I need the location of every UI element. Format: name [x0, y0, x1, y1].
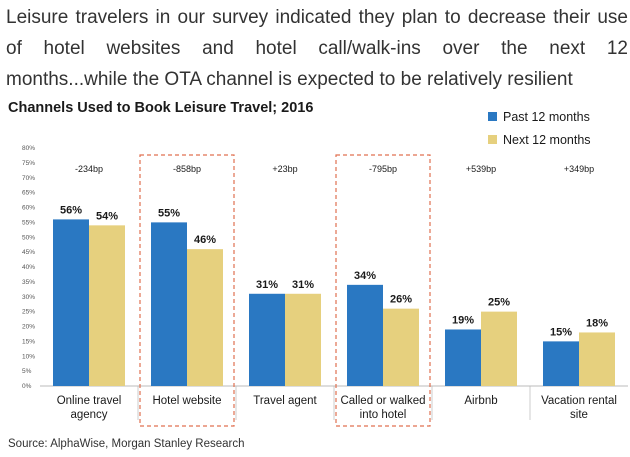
y-tick-label: 75% — [22, 160, 35, 167]
category-label: Airbnb — [464, 395, 497, 407]
bar-next — [187, 249, 223, 386]
change-label: -858bp — [173, 164, 201, 174]
category-label: Online travel — [57, 395, 122, 407]
category-label: Travel agent — [253, 395, 317, 407]
y-tick-label: 70% — [22, 175, 35, 182]
bar-past — [543, 341, 579, 386]
y-tick-label: 5% — [22, 368, 32, 375]
y-tick-label: 30% — [22, 294, 35, 301]
y-tick-label: 35% — [22, 279, 35, 286]
change-label: +539bp — [466, 164, 496, 174]
bar-next — [481, 311, 517, 386]
category-label: agency — [70, 409, 107, 421]
y-tick-label: 45% — [22, 249, 35, 256]
category-label: Hotel website — [152, 395, 221, 407]
bar-past — [249, 293, 285, 386]
legend-label-past: Past 12 months — [503, 109, 590, 124]
y-tick-label: 10% — [22, 353, 35, 360]
legend-label-next: Next 12 months — [503, 132, 591, 147]
y-tick-label: 25% — [22, 309, 35, 316]
value-label: 56% — [60, 204, 82, 216]
bar-past — [151, 222, 187, 386]
value-label: 55% — [158, 207, 180, 219]
y-tick-label: 50% — [22, 234, 35, 241]
bar-past — [53, 219, 89, 386]
value-label: 31% — [256, 279, 278, 291]
y-tick-label: 80% — [22, 145, 35, 152]
value-label: 54% — [96, 210, 118, 222]
change-label: +23bp — [272, 164, 297, 174]
category-label: Called or walked — [340, 395, 425, 407]
bar-past — [445, 329, 481, 386]
category-label: site — [570, 409, 588, 421]
change-label: -795bp — [369, 164, 397, 174]
headline-line-2: of hotel websites and hotel call/walk-in… — [6, 38, 628, 59]
value-label: 34% — [354, 270, 376, 282]
category-label: Vacation rental — [541, 395, 617, 407]
value-label: 19% — [452, 314, 474, 326]
headline-line-1: Leisure travelers in our survey indicate… — [6, 7, 628, 28]
bar-next — [285, 293, 321, 386]
headline: Leisure travelers in our survey indicate… — [6, 2, 628, 95]
bar-past — [347, 284, 383, 386]
y-tick-label: 55% — [22, 219, 35, 226]
chart-legend: Past 12 months Next 12 months — [488, 105, 591, 151]
value-label: 25% — [488, 297, 510, 309]
chart-title: Channels Used to Book Leisure Travel; 20… — [8, 100, 314, 116]
y-tick-label: 60% — [22, 205, 35, 212]
source-note: Source: AlphaWise, Morgan Stanley Resear… — [8, 438, 245, 450]
bar-next — [89, 225, 125, 386]
y-tick-label: 0% — [22, 383, 32, 390]
change-label: +349bp — [564, 164, 594, 174]
value-label: 31% — [292, 279, 314, 291]
value-label: 26% — [390, 294, 412, 306]
legend-swatch-past — [488, 112, 497, 121]
legend-swatch-next — [488, 135, 497, 144]
y-tick-label: 20% — [22, 324, 35, 331]
bar-next — [383, 308, 419, 386]
y-tick-label: 15% — [22, 338, 35, 345]
bar-next — [579, 332, 615, 386]
y-tick-label: 65% — [22, 190, 35, 197]
value-label: 15% — [550, 326, 572, 338]
legend-item-past: Past 12 months — [488, 105, 591, 128]
value-label: 18% — [586, 317, 608, 329]
legend-item-next: Next 12 months — [488, 128, 591, 151]
headline-line-3: months...while the OTA channel is expect… — [6, 69, 573, 90]
y-tick-label: 40% — [22, 264, 35, 271]
category-label: into hotel — [360, 409, 407, 421]
value-label: 46% — [194, 234, 216, 246]
change-label: -234bp — [75, 164, 103, 174]
